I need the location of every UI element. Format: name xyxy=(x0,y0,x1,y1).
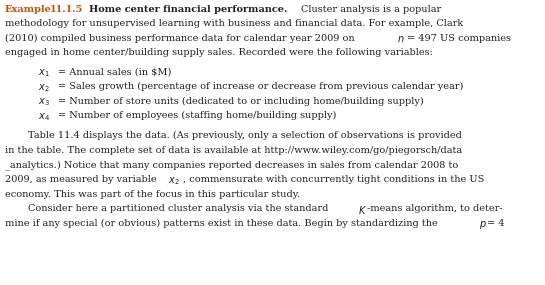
Text: $p$: $p$ xyxy=(479,219,487,231)
Text: $x_1$: $x_1$ xyxy=(38,67,50,79)
Text: Consider here a partitioned cluster analysis via the standard: Consider here a partitioned cluster anal… xyxy=(28,204,329,213)
Text: (2010) compiled business performance data for calendar year 2009 on: (2010) compiled business performance dat… xyxy=(5,34,355,43)
Text: Table 11.4 displays the data. (As previously, only a selection of observations i: Table 11.4 displays the data. (As previo… xyxy=(28,131,462,141)
Text: $x_4$: $x_4$ xyxy=(38,111,50,123)
Text: 2009, as measured by variable: 2009, as measured by variable xyxy=(5,175,156,184)
Text: 11.1.5: 11.1.5 xyxy=(50,5,83,13)
Text: economy. This was part of the focus in this particular study.: economy. This was part of the focus in t… xyxy=(5,190,300,199)
Text: in the table. The complete set of data is available at http://www.wiley.com/go/p: in the table. The complete set of data i… xyxy=(5,146,462,155)
Text: $x_2$: $x_2$ xyxy=(38,82,50,93)
Text: Home center financial performance.: Home center financial performance. xyxy=(89,5,287,13)
Text: -means algorithm, to deter-: -means algorithm, to deter- xyxy=(367,204,502,213)
Text: $K$: $K$ xyxy=(358,204,367,216)
Text: = 4: = 4 xyxy=(487,219,505,228)
Text: Cluster analysis is a popular: Cluster analysis is a popular xyxy=(301,5,441,13)
Text: methodology for unsupervised learning with business and financial data. For exam: methodology for unsupervised learning wi… xyxy=(5,19,463,28)
Text: = 497 US companies: = 497 US companies xyxy=(407,34,511,43)
Text: $n$: $n$ xyxy=(397,34,404,44)
Text: = Sales growth (percentage of increase or decrease from previous calendar year): = Sales growth (percentage of increase o… xyxy=(58,82,463,91)
Text: mine if any special (or obvious) patterns exist in these data. Begin by standard: mine if any special (or obvious) pattern… xyxy=(5,219,438,228)
Text: engaged in home center/building supply sales. Recorded were the following variab: engaged in home center/building supply s… xyxy=(5,48,433,57)
Text: _analytics.) Notice that many companies reported decreases in sales from calenda: _analytics.) Notice that many companies … xyxy=(5,160,458,170)
Text: Example: Example xyxy=(5,5,52,13)
Text: $x_2$: $x_2$ xyxy=(168,175,179,187)
Text: = Number of employees (staffing home/building supply): = Number of employees (staffing home/bui… xyxy=(58,111,336,120)
Text: $x_3$: $x_3$ xyxy=(38,96,50,108)
Text: , commensurate with concurrently tight conditions in the US: , commensurate with concurrently tight c… xyxy=(183,175,485,184)
Text: = Number of store units (dedicated to or including home/building supply): = Number of store units (dedicated to or… xyxy=(58,96,424,105)
Text: = Annual sales (in $M): = Annual sales (in $M) xyxy=(58,67,171,76)
